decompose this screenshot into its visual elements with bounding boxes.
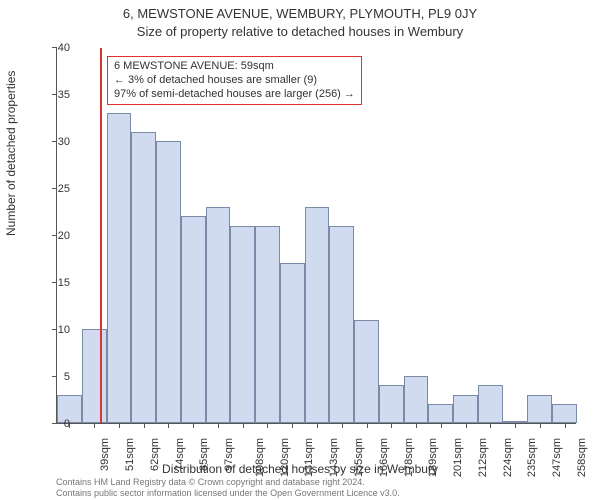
x-tick-label: 201sqm — [452, 438, 464, 477]
x-tick — [342, 423, 343, 428]
x-tick — [565, 423, 566, 428]
histogram-bar — [131, 132, 156, 423]
y-tick-label: 15 — [40, 277, 70, 289]
y-tick-label: 0 — [40, 418, 70, 430]
chart-title-address: 6, MEWSTONE AVENUE, WEMBURY, PLYMOUTH, P… — [0, 6, 600, 21]
histogram-bar — [255, 226, 280, 423]
histogram-bar — [280, 263, 305, 423]
y-axis-label: Number of detached properties — [4, 71, 18, 236]
x-tick — [441, 423, 442, 428]
x-tick — [540, 423, 541, 428]
reference-line — [100, 48, 102, 423]
x-tick-label: 131sqm — [304, 438, 316, 477]
x-tick-label: 155sqm — [353, 438, 365, 477]
histogram-bar — [428, 404, 453, 423]
chart-title-subtitle: Size of property relative to detached ho… — [0, 24, 600, 39]
x-tick — [218, 423, 219, 428]
y-tick-label: 30 — [40, 136, 70, 148]
histogram-bar — [478, 385, 503, 423]
x-tick — [490, 423, 491, 428]
x-tick — [292, 423, 293, 428]
y-tick-label: 35 — [40, 89, 70, 101]
histogram-bar — [552, 404, 577, 423]
x-tick — [267, 423, 268, 428]
histogram-bar — [404, 376, 429, 423]
x-tick — [317, 423, 318, 428]
histogram-bar — [206, 207, 231, 423]
histogram-bar — [379, 385, 404, 423]
histogram-bar — [181, 216, 206, 423]
x-tick — [416, 423, 417, 428]
annotation-line: ← 3% of detached houses are smaller (9) — [114, 74, 355, 88]
x-tick — [94, 423, 95, 428]
y-tick-label: 40 — [40, 42, 70, 54]
histogram-bar — [354, 320, 379, 423]
footer-attribution: Contains HM Land Registry data © Crown c… — [56, 477, 400, 498]
histogram-bar — [527, 395, 552, 423]
annotation-box: 6 MEWSTONE AVENUE: 59sqm← 3% of detached… — [107, 56, 362, 105]
x-tick-label: 143sqm — [328, 438, 340, 477]
x-tick — [466, 423, 467, 428]
histogram-bar — [230, 226, 255, 423]
x-tick — [144, 423, 145, 428]
x-tick-label: 39sqm — [99, 438, 111, 471]
x-tick-label: 97sqm — [223, 438, 235, 471]
x-tick-label: 189sqm — [427, 438, 439, 477]
x-tick-label: 85sqm — [198, 438, 210, 471]
x-tick — [367, 423, 368, 428]
x-tick-label: 166sqm — [378, 438, 390, 477]
annotation-line: 97% of semi-detached houses are larger (… — [114, 88, 355, 102]
histogram-bar — [107, 113, 132, 423]
x-tick-label: 258sqm — [576, 438, 588, 477]
y-tick-label: 10 — [40, 324, 70, 336]
annotation-line: 6 MEWSTONE AVENUE: 59sqm — [114, 60, 355, 74]
x-tick — [391, 423, 392, 428]
x-tick-label: 62sqm — [149, 438, 161, 471]
histogram-bar — [82, 329, 107, 423]
x-tick-label: 51sqm — [124, 438, 136, 471]
y-tick-label: 25 — [40, 183, 70, 195]
x-tick-label: 74sqm — [174, 438, 186, 471]
x-tick-label: 235sqm — [526, 438, 538, 477]
footer-line-2: Contains public sector information licen… — [56, 488, 400, 498]
x-tick-label: 247sqm — [551, 438, 563, 477]
plot-area: 6 MEWSTONE AVENUE: 59sqm← 3% of detached… — [56, 48, 576, 424]
histogram-bar — [453, 395, 478, 423]
x-tick-label: 108sqm — [254, 438, 266, 477]
histogram-bar — [156, 141, 181, 423]
x-tick — [515, 423, 516, 428]
x-tick-label: 120sqm — [279, 438, 291, 477]
y-tick-label: 5 — [40, 371, 70, 383]
x-tick-label: 178sqm — [403, 438, 415, 477]
x-tick — [243, 423, 244, 428]
chart-container: 6, MEWSTONE AVENUE, WEMBURY, PLYMOUTH, P… — [0, 0, 600, 500]
x-tick — [193, 423, 194, 428]
x-tick-label: 224sqm — [502, 438, 514, 477]
histogram-bar — [305, 207, 330, 423]
y-tick-label: 20 — [40, 230, 70, 242]
histogram-bar — [329, 226, 354, 423]
x-tick-label: 212sqm — [477, 438, 489, 477]
x-tick — [119, 423, 120, 428]
footer-line-1: Contains HM Land Registry data © Crown c… — [56, 477, 400, 487]
x-tick — [168, 423, 169, 428]
